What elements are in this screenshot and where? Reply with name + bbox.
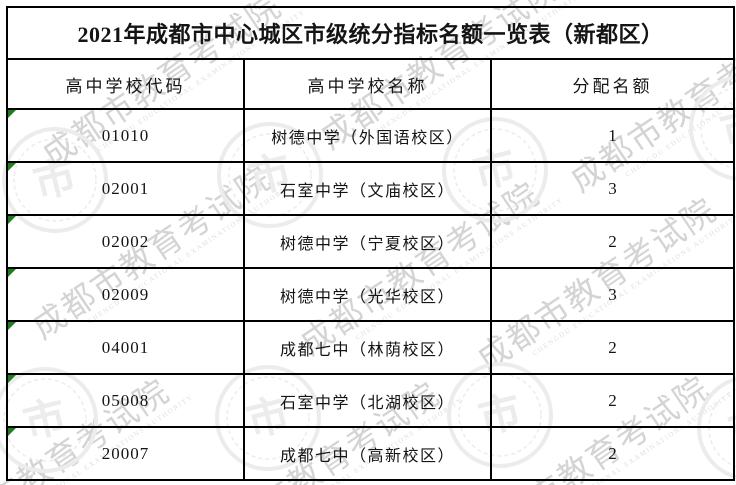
school-code: 01010 (101, 125, 150, 145)
school-name-cell: 树德中学（光华校区） (243, 267, 492, 322)
school-code: 02009 (101, 284, 150, 304)
school-name-cell: 树德中学（宁夏校区） (243, 214, 492, 269)
school-code-cell: 04001 (6, 320, 245, 375)
school-name-cell: 树德中学（外国语校区） (243, 108, 492, 163)
school-code-cell: 20007 (6, 426, 245, 481)
excel-flag-triangle-icon (8, 322, 16, 330)
table-row: 02009 树德中学（光华校区） 3 (6, 267, 736, 322)
table-row: 02001 石室中学（文庙校区） 3 (6, 161, 736, 216)
header-row: 高中学校代码 高中学校名称 分配名额 (6, 58, 736, 110)
quota-cell: 3 (489, 161, 736, 216)
school-code: 20007 (101, 443, 150, 463)
school-name-cell: 石室中学（北湖校区） (243, 373, 492, 428)
school-code: 02002 (101, 231, 150, 251)
quota-cell: 1 (489, 108, 736, 163)
school-code-cell: 02002 (6, 214, 245, 269)
school-name-cell: 成都七中（林荫校区） (243, 320, 492, 375)
excel-flag-triangle-icon (8, 428, 16, 436)
excel-flag-triangle-icon (8, 216, 16, 224)
excel-flag-triangle-icon (8, 110, 16, 118)
school-code: 05008 (101, 390, 150, 410)
column-header-quota: 分配名额 (489, 58, 736, 110)
quota-table: 2021年成都市中心城区市级统分指标名额一览表（新都区） 高中学校代码 高中学校… (5, 6, 736, 481)
school-name-cell: 成都七中（高新校区） (243, 426, 492, 481)
quota-cell: 2 (489, 320, 736, 375)
school-code: 02001 (101, 178, 150, 198)
school-code-cell: 02009 (6, 267, 245, 322)
table-row: 05008 石室中学（北湖校区） 2 (6, 373, 736, 428)
school-code-cell: 01010 (6, 108, 245, 163)
title-row: 2021年成都市中心城区市级统分指标名额一览表（新都区） (5, 6, 736, 60)
table-row: 01010 树德中学（外国语校区） 1 (6, 108, 736, 163)
table-row: 02002 树德中学（宁夏校区） 2 (6, 214, 736, 269)
table-row: 04001 成都七中（林荫校区） 2 (6, 320, 736, 375)
school-name-cell: 石室中学（文庙校区） (243, 161, 492, 216)
quota-cell: 2 (489, 426, 736, 481)
school-code: 04001 (101, 337, 150, 357)
quota-cell: 2 (489, 373, 736, 428)
quota-cell: 2 (489, 214, 736, 269)
quota-cell: 3 (489, 267, 736, 322)
table-row: 20007 成都七中（高新校区） 2 (6, 426, 736, 481)
column-header-school-name: 高中学校名称 (243, 58, 492, 110)
excel-flag-triangle-icon (8, 269, 16, 277)
school-code-cell: 02001 (6, 161, 245, 216)
column-header-school-code: 高中学校代码 (6, 58, 245, 110)
excel-flag-triangle-icon (8, 163, 16, 171)
excel-flag-triangle-icon (8, 375, 16, 383)
school-code-cell: 05008 (6, 373, 245, 428)
table-title: 2021年成都市中心城区市级统分指标名额一览表（新都区） (5, 6, 736, 60)
